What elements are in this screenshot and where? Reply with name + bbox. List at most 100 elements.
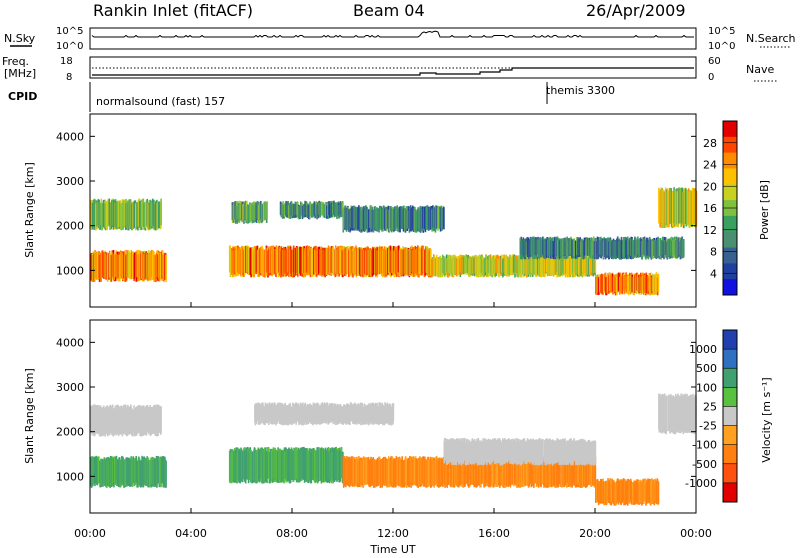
echo-cell	[653, 240, 656, 258]
echo-cell	[423, 206, 426, 229]
echo-cell	[567, 259, 570, 278]
cpid-mode-2: themis 3300	[546, 84, 615, 97]
nave-tick-top: 60	[708, 56, 721, 67]
echo-cell	[685, 189, 688, 226]
echo-cell	[683, 239, 685, 257]
echo-cell	[247, 205, 250, 223]
power-y-axis: 1000 2000 3000 4000	[56, 130, 696, 277]
echo-cell	[553, 458, 555, 485]
echo-cell	[372, 406, 375, 425]
echo-cell	[554, 440, 557, 463]
echo-cell	[542, 439, 544, 462]
echo-cell	[432, 258, 434, 277]
colorbar-swatch	[723, 349, 737, 369]
echo-cell	[329, 204, 331, 219]
echo-cell	[435, 205, 438, 228]
echo-cell	[589, 257, 591, 276]
echo-cell	[98, 456, 100, 484]
power-ylabel: Slant Range [km]	[23, 162, 36, 258]
echo-cell	[409, 247, 412, 274]
echo-cell	[113, 408, 116, 435]
echo-cell	[249, 204, 252, 223]
echo-cell	[573, 238, 576, 257]
echo-cell	[565, 440, 567, 464]
echo-cell	[386, 206, 388, 230]
echo-cell	[658, 187, 660, 224]
nsky-panel: N.Sky 10^5 10^0 10^5 10^0 N.Search	[4, 26, 796, 52]
colorbar-tick-label: 25	[703, 400, 717, 413]
echo-cell	[644, 275, 646, 293]
echo-cell	[356, 208, 359, 231]
echo-cell	[597, 480, 599, 503]
colorbar-swatch	[723, 152, 737, 169]
echo-cell	[559, 239, 561, 258]
echo-cell	[354, 247, 356, 275]
echo-cell	[139, 409, 141, 436]
echo-cell	[90, 406, 93, 434]
echo-cell	[349, 459, 352, 486]
echo-cell	[135, 203, 137, 231]
echo-cell	[464, 255, 467, 274]
echo-cell	[610, 239, 612, 258]
colorbar-swatch	[723, 463, 737, 484]
echo-cell	[473, 439, 476, 462]
echo-cell	[332, 248, 334, 276]
echo-cell	[557, 258, 559, 277]
echo-cell	[599, 274, 602, 293]
echo-cell	[558, 457, 560, 485]
colorbar-swatch	[723, 406, 737, 427]
echo-cell	[297, 249, 299, 277]
echo-cell	[304, 448, 307, 480]
echo-cell	[387, 456, 390, 483]
echo-cell	[395, 456, 398, 483]
echo-cell	[318, 246, 321, 274]
echo-cell	[460, 458, 462, 485]
plot-title: Rankin Inlet (fitACF)	[93, 1, 253, 20]
echo-cell	[327, 245, 330, 273]
colorbar-tick-label: -100	[692, 439, 717, 452]
echo-cell	[106, 255, 109, 282]
echo-cell	[660, 241, 662, 260]
echo-cell	[303, 403, 306, 422]
echo-cell	[242, 204, 244, 223]
echo-cell	[114, 458, 116, 486]
colorbar-swatch	[723, 231, 737, 249]
echo-cell	[120, 203, 123, 231]
echo-cell	[272, 245, 275, 273]
echo-cell	[236, 205, 238, 224]
echo-cell	[672, 240, 674, 258]
echo-cell	[102, 460, 104, 487]
echo-cell	[536, 256, 539, 275]
power-colorbar: 28 24 20 16 12 8 4	[703, 120, 738, 296]
echo-cell	[508, 438, 510, 461]
y-tick-label: 1000	[56, 264, 84, 277]
echo-cell	[370, 459, 373, 486]
echo-cell	[536, 439, 538, 462]
echo-cell	[324, 201, 327, 216]
echo-cell	[366, 457, 368, 484]
echo-cell	[106, 202, 108, 230]
echo-cell	[377, 459, 379, 486]
echo-cell	[155, 200, 157, 228]
echo-cell	[346, 207, 348, 230]
echo-cell	[339, 403, 342, 422]
echo-cell	[552, 241, 555, 260]
echo-cell	[350, 403, 353, 422]
echo-cell	[676, 191, 679, 227]
echo-cell	[113, 199, 115, 227]
echo-cell	[391, 246, 393, 273]
echo-cell	[138, 201, 141, 228]
echo-cell	[460, 257, 462, 275]
echo-cell	[395, 206, 398, 229]
echo-cell	[573, 459, 576, 486]
echo-cell	[353, 205, 356, 229]
echo-cell	[575, 440, 578, 463]
freq-frame	[89, 56, 697, 79]
echo-cell	[512, 459, 515, 487]
echo-cell	[466, 255, 469, 274]
echo-cell	[297, 247, 300, 275]
echo-cell	[149, 460, 151, 488]
echo-cell	[116, 459, 119, 486]
echo-cell	[473, 459, 476, 487]
echo-cell	[538, 457, 541, 484]
